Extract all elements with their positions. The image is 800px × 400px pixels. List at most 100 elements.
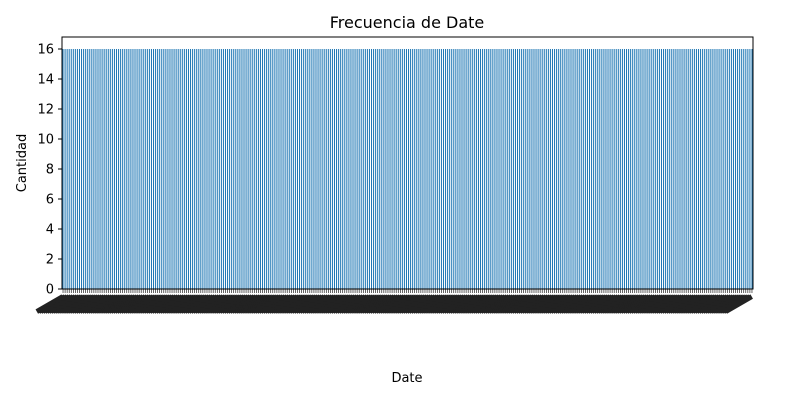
bar: [130, 49, 132, 289]
bar: [333, 49, 336, 289]
bar: [525, 49, 527, 289]
bar: [379, 49, 381, 289]
bar: [551, 49, 553, 289]
bar: [171, 49, 173, 289]
bar: [214, 49, 216, 289]
bar: [514, 49, 516, 289]
bar: [183, 49, 185, 289]
bar: [580, 49, 582, 289]
bar: [545, 49, 547, 289]
bar: [683, 49, 685, 289]
bar: [136, 49, 138, 289]
bar: [342, 49, 344, 289]
bar: [280, 49, 282, 289]
bar: [97, 49, 99, 289]
bar: [163, 49, 165, 289]
bar: [93, 49, 95, 289]
bar: [710, 49, 712, 289]
bar: [556, 49, 558, 289]
bar: [447, 49, 449, 289]
bar: [362, 49, 364, 289]
bar: [479, 49, 482, 289]
bar: [582, 49, 584, 289]
bar: [473, 49, 475, 289]
bar: [630, 49, 632, 289]
bar: [101, 49, 103, 289]
bar: [665, 49, 667, 289]
bar: [206, 49, 208, 289]
bar: [749, 49, 751, 289]
bar: [539, 49, 541, 289]
x-tick-labels: [35, 294, 753, 314]
bar: [292, 49, 294, 289]
bar: [218, 49, 220, 289]
bar: [621, 49, 623, 289]
bar: [654, 49, 656, 289]
bar: [167, 49, 169, 289]
bar: [679, 49, 681, 289]
bar: [128, 49, 130, 289]
bar: [103, 49, 105, 289]
bar: [371, 49, 373, 289]
bar: [695, 49, 697, 289]
bar: [350, 49, 352, 289]
bar: [358, 49, 360, 289]
bar: [693, 49, 695, 289]
bar: [144, 49, 146, 289]
bar: [227, 49, 229, 289]
bar: [438, 49, 440, 289]
bar: [562, 49, 564, 289]
y-tick-label: 8: [46, 163, 54, 178]
bar: [533, 49, 535, 289]
bar: [593, 49, 595, 289]
bar: [704, 49, 706, 289]
bar: [599, 49, 601, 289]
bar: [239, 49, 241, 289]
bar: [196, 49, 198, 289]
bar: [336, 49, 338, 289]
y-axis: 0 2 4 6 8 10 12 14 16: [37, 43, 62, 298]
bar: [628, 49, 630, 289]
bar: [290, 49, 292, 289]
bar: [751, 49, 753, 289]
bar: [597, 49, 599, 289]
bar: [120, 49, 122, 289]
bar: [527, 49, 529, 289]
bar: [142, 49, 144, 289]
bar: [126, 49, 128, 289]
y-tick-label: 16: [37, 43, 54, 58]
bar: [500, 49, 502, 289]
bar: [282, 49, 284, 289]
bar: [469, 49, 471, 289]
bar: [492, 49, 494, 289]
bar: [138, 49, 140, 289]
bar: [601, 49, 603, 289]
bar: [689, 49, 691, 289]
bar: [155, 49, 157, 289]
bar: [586, 49, 588, 289]
bar: [91, 49, 93, 289]
bar: [459, 49, 461, 289]
bar: [368, 49, 370, 289]
bar: [89, 49, 91, 289]
bar: [615, 49, 617, 289]
bar: [173, 49, 175, 289]
bar: [510, 49, 512, 289]
bar: [253, 49, 255, 289]
bar: [663, 49, 665, 289]
chart-title: Frecuencia de Date: [330, 13, 485, 32]
bar: [445, 49, 447, 289]
bar: [440, 49, 442, 289]
bar: [364, 49, 366, 289]
bar: [146, 49, 148, 289]
bar: [591, 49, 593, 289]
bar: [381, 49, 383, 289]
bar: [669, 49, 671, 289]
bar: [432, 49, 434, 289]
y-tick-label: 14: [37, 73, 54, 88]
bar: [159, 49, 161, 289]
bar: [245, 49, 247, 289]
bar: [739, 49, 741, 289]
bar: [572, 49, 574, 289]
bar: [681, 49, 683, 289]
